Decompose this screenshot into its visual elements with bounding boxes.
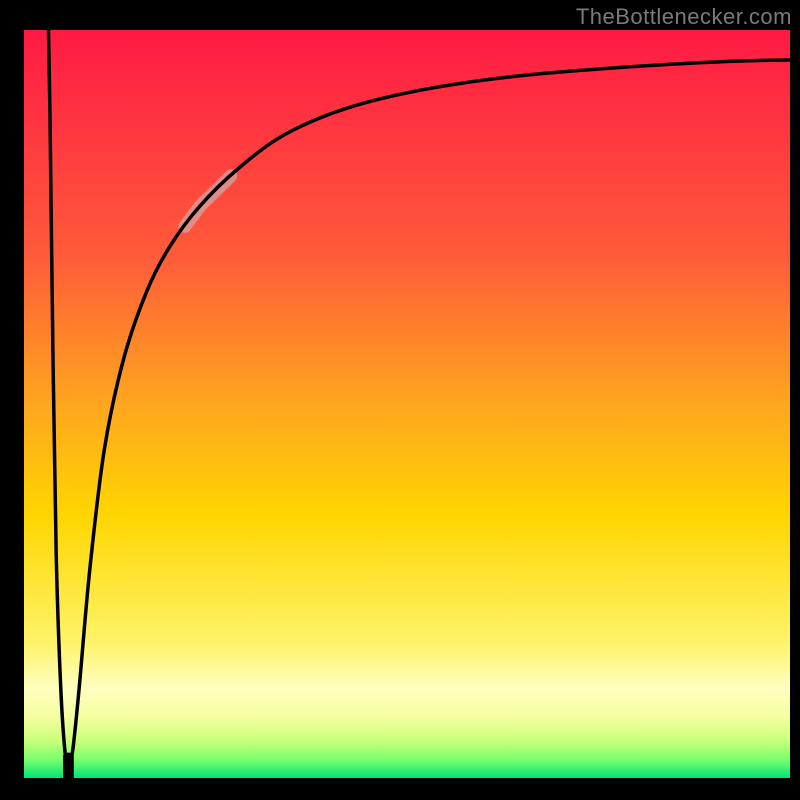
bottleneck-curve-chart: [0, 0, 800, 800]
chart-background-gradient: [24, 30, 790, 778]
watermark-text: TheBottlenecker.com: [576, 4, 792, 30]
chart-container: TheBottlenecker.com: [0, 0, 800, 800]
